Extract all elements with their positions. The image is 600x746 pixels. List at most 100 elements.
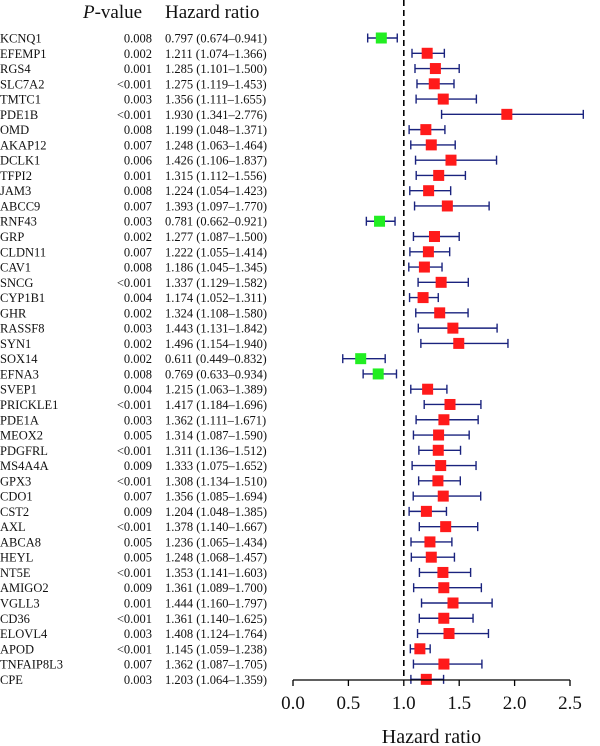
pvalue-header: P-value [83, 2, 142, 24]
p-value: <0.001 [117, 444, 152, 458]
hr-point [447, 597, 459, 609]
gene-label: HEYL [0, 551, 33, 565]
hazard-ratio-text: 1.361 (1.140–1.625) [165, 612, 267, 626]
hazard-ratio-text: 1.277 (1.087–1.500) [165, 230, 267, 244]
hazard-ratio-text: 1.204 (1.048–1.385) [165, 505, 267, 519]
gene-label: CYP1B1 [0, 291, 45, 305]
hr-point [420, 124, 432, 136]
table-row: OMD 0.008 1.199 (1.048–1.371) [0, 123, 446, 137]
p-value: <0.001 [117, 566, 152, 580]
table-row: AXL <0.001 1.378 (1.140–1.667) [0, 520, 479, 534]
table-row: EFEMP1 0.002 1.211 (1.074–1.366) [0, 47, 446, 61]
table-row: KCNQ1 0.008 0.797 (0.674–0.941) [0, 32, 398, 46]
hazard-ratio-text: 1.426 (1.106–1.837) [165, 154, 267, 168]
table-row: PDE1A 0.003 1.362 (1.111–1.671) [0, 413, 479, 427]
hr-point [425, 551, 437, 563]
gene-label: PRICKLE1 [0, 398, 58, 412]
p-value: 0.001 [124, 62, 152, 76]
hazard-ratio-text: 1.353 (1.141–1.603) [165, 566, 267, 580]
p-value: 0.001 [124, 169, 152, 183]
table-row: AMIGO2 0.009 1.361 (1.089–1.700) [0, 581, 483, 595]
p-value: 0.008 [124, 261, 152, 275]
gene-label: GHR [0, 306, 27, 320]
table-row: JAM3 0.008 1.224 (1.054–1.423) [0, 184, 452, 198]
hr-point [447, 322, 459, 334]
hazard-ratio-text: 1.333 (1.075–1.652) [165, 459, 267, 473]
x-tick-label: 0.0 [281, 693, 305, 714]
p-value: 0.005 [124, 429, 152, 443]
gene-label: ABCC9 [0, 199, 40, 213]
p-value: 0.003 [124, 413, 152, 427]
p-value: 0.009 [124, 459, 152, 473]
hr-point [440, 521, 452, 533]
hr-point [375, 32, 387, 44]
hazard-ratio-text: 0.797 (0.674–0.941) [165, 32, 267, 46]
p-value: 0.003 [124, 215, 152, 229]
p-value: 0.007 [124, 490, 152, 504]
table-row: SNCG <0.001 1.337 (1.129–1.582) [0, 276, 469, 290]
hr-point [435, 276, 447, 288]
hazard-ratio-text: 1.361 (1.089–1.700) [165, 581, 267, 595]
gene-label: SOX14 [0, 352, 38, 366]
table-row: SLC7A2 <0.001 1.275 (1.119–1.453) [0, 77, 455, 91]
hazard-ratio-header: Hazard ratio [165, 2, 260, 23]
table-row: RNF43 0.003 0.781 (0.662–0.921) [0, 215, 396, 229]
hr-point [429, 63, 441, 75]
hazard-ratio-text: 1.362 (1.087–1.705) [165, 658, 267, 672]
hr-point [444, 398, 456, 410]
gene-label: CLDN11 [0, 245, 46, 259]
table-row: EFNA3 0.008 0.769 (0.633–0.934) [0, 367, 398, 381]
x-tick-label: 2.0 [503, 693, 527, 714]
x-tick-label: 1.0 [392, 693, 416, 714]
p-value: <0.001 [117, 474, 152, 488]
hazard-ratio-text: 1.222 (1.055–1.414) [165, 245, 267, 259]
pvalue-header-italic: P [83, 2, 95, 23]
p-value: <0.001 [117, 520, 152, 534]
gene-label: ABCA8 [0, 535, 41, 549]
gene-label: SNCG [0, 276, 33, 290]
hr-point [501, 108, 513, 120]
hazard-ratio-text: 1.311 (1.136–1.512) [165, 444, 267, 458]
gene-label: PDGFRL [0, 444, 48, 458]
gene-label: VGLL3 [0, 596, 40, 610]
hr-point [437, 490, 449, 502]
table-row: CYP1B1 0.004 1.174 (1.052–1.311) [0, 291, 439, 305]
hazard-ratio-text: 1.324 (1.108–1.580) [165, 306, 267, 320]
hazard-ratio-text: 1.199 (1.048–1.371) [165, 123, 267, 137]
gene-label: TFPI2 [0, 169, 32, 183]
hazard-ratio-text: 1.378 (1.140–1.667) [165, 520, 267, 534]
hr-point [434, 307, 446, 319]
gene-label: DCLK1 [0, 154, 40, 168]
p-value: 0.001 [124, 596, 152, 610]
gene-label: SYN1 [0, 337, 31, 351]
hazard-ratio-text: 1.417 (1.184–1.696) [165, 398, 267, 412]
rows-layer: KCNQ1 0.008 0.797 (0.674–0.941) EFEMP1 0.002… [0, 0, 584, 687]
gene-label: GRP [0, 230, 24, 244]
p-value: 0.007 [124, 658, 152, 672]
hazard-ratio-text: 1.174 (1.052–1.311) [165, 291, 267, 305]
gene-label: PDE1B [0, 108, 38, 122]
hazard-ratio-text: 1.248 (1.063–1.464) [165, 138, 267, 152]
gene-label: TMTC1 [0, 93, 41, 107]
gene-label: NT5E [0, 566, 31, 580]
p-value: <0.001 [117, 276, 152, 290]
p-value: <0.001 [117, 398, 152, 412]
gene-label: AMIGO2 [0, 581, 49, 595]
table-row: DCLK1 0.006 1.426 (1.106–1.837) [0, 154, 498, 168]
gene-label: MS4A4A [0, 459, 49, 473]
p-value: 0.008 [124, 367, 152, 381]
gene-label: CPE [0, 673, 23, 687]
p-value: 0.003 [124, 673, 152, 687]
table-row: VGLL3 0.001 1.444 (1.160–1.797) [0, 596, 493, 610]
hazard-ratio-text: 0.611 (0.449–0.832) [165, 352, 267, 366]
table-row: SVEP1 0.004 1.215 (1.063–1.389) [0, 383, 448, 397]
p-value: 0.007 [124, 199, 152, 213]
hr-point [414, 643, 426, 655]
gene-label: EFEMP1 [0, 47, 47, 61]
hazard-ratio-text: 1.362 (1.111–1.671) [165, 413, 266, 427]
p-value: 0.002 [124, 230, 152, 244]
gene-label: PDE1A [0, 413, 39, 427]
p-value: 0.002 [124, 306, 152, 320]
hr-point [428, 78, 440, 90]
